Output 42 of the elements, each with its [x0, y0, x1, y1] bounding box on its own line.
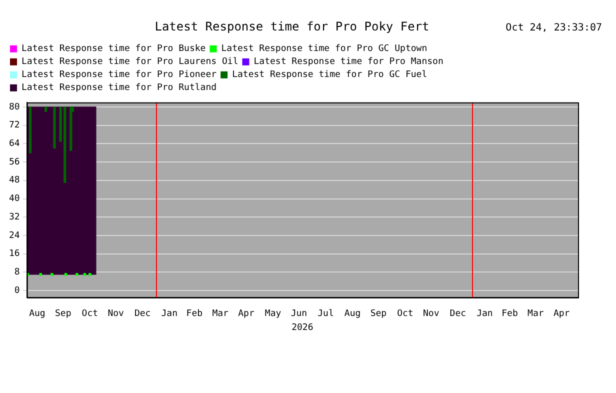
y-tick-label: 16 [8, 249, 20, 260]
x-tick-label: Aug [29, 309, 46, 320]
legend-label: Latest Response time for Pro Pioneer [22, 70, 218, 80]
x-tick-label: Feb [186, 309, 203, 320]
x-tick-label: Sep [54, 309, 72, 320]
legend-label: Latest Response time for Pro GC Uptown [221, 44, 428, 54]
x-tick-label: Sep [370, 309, 387, 320]
y-tick-label: 48 [8, 176, 20, 186]
x-axis-title: 2026 [292, 322, 314, 333]
x-tick-label: Oct [397, 309, 414, 320]
x-tick-label: Dec [450, 309, 466, 320]
y-tick-label: 56 [8, 157, 20, 168]
x-tick-label: Apr [553, 309, 570, 320]
x-tick-label: Aug [344, 309, 361, 320]
x-tick-label: Apr [238, 309, 255, 320]
x-tick-label: Jul [318, 309, 334, 320]
y-tick-label: 8 [14, 268, 20, 278]
y-tick-label: 80 [8, 102, 20, 112]
legend-label: Latest Response time for Pro Manson [254, 57, 444, 68]
y-tick-label: 24 [8, 230, 20, 241]
x-tick-label: May [264, 309, 282, 320]
x-tick-label: Jun [290, 309, 308, 320]
y-tick-label: 72 [8, 120, 20, 131]
legend-label: Latest Response time for Pro GC Fuel [232, 70, 428, 80]
text: Oct 24, 23:33:07 [506, 22, 602, 34]
legend-label: Latest Response time for Pro Rutland [22, 83, 217, 94]
x-tick-label: Jan [161, 309, 178, 320]
x-tick-label: Oct [82, 309, 98, 320]
x-tick-label: Dec [134, 309, 151, 320]
x-tick-label: Mar [528, 309, 544, 320]
x-tick-label: Mar [212, 309, 230, 320]
legend-label: Latest Response time for Pro Laurens Oil [22, 57, 238, 68]
legend-label: Latest Response time for Pro Buske [22, 44, 206, 54]
y-tick-label: 40 [8, 194, 20, 204]
y-tick-label: 64 [8, 139, 20, 150]
y-tick-label: 0 [14, 286, 20, 296]
x-tick-label: Nov [423, 309, 440, 320]
x-tick-label: Jan [476, 309, 493, 320]
x-tick-label: Feb [502, 309, 518, 320]
chart-title: Latest Response time for Pro Poky Fert [154, 19, 430, 34]
x-tick-label: Nov [108, 309, 124, 320]
y-tick-label: 32 [8, 212, 20, 222]
